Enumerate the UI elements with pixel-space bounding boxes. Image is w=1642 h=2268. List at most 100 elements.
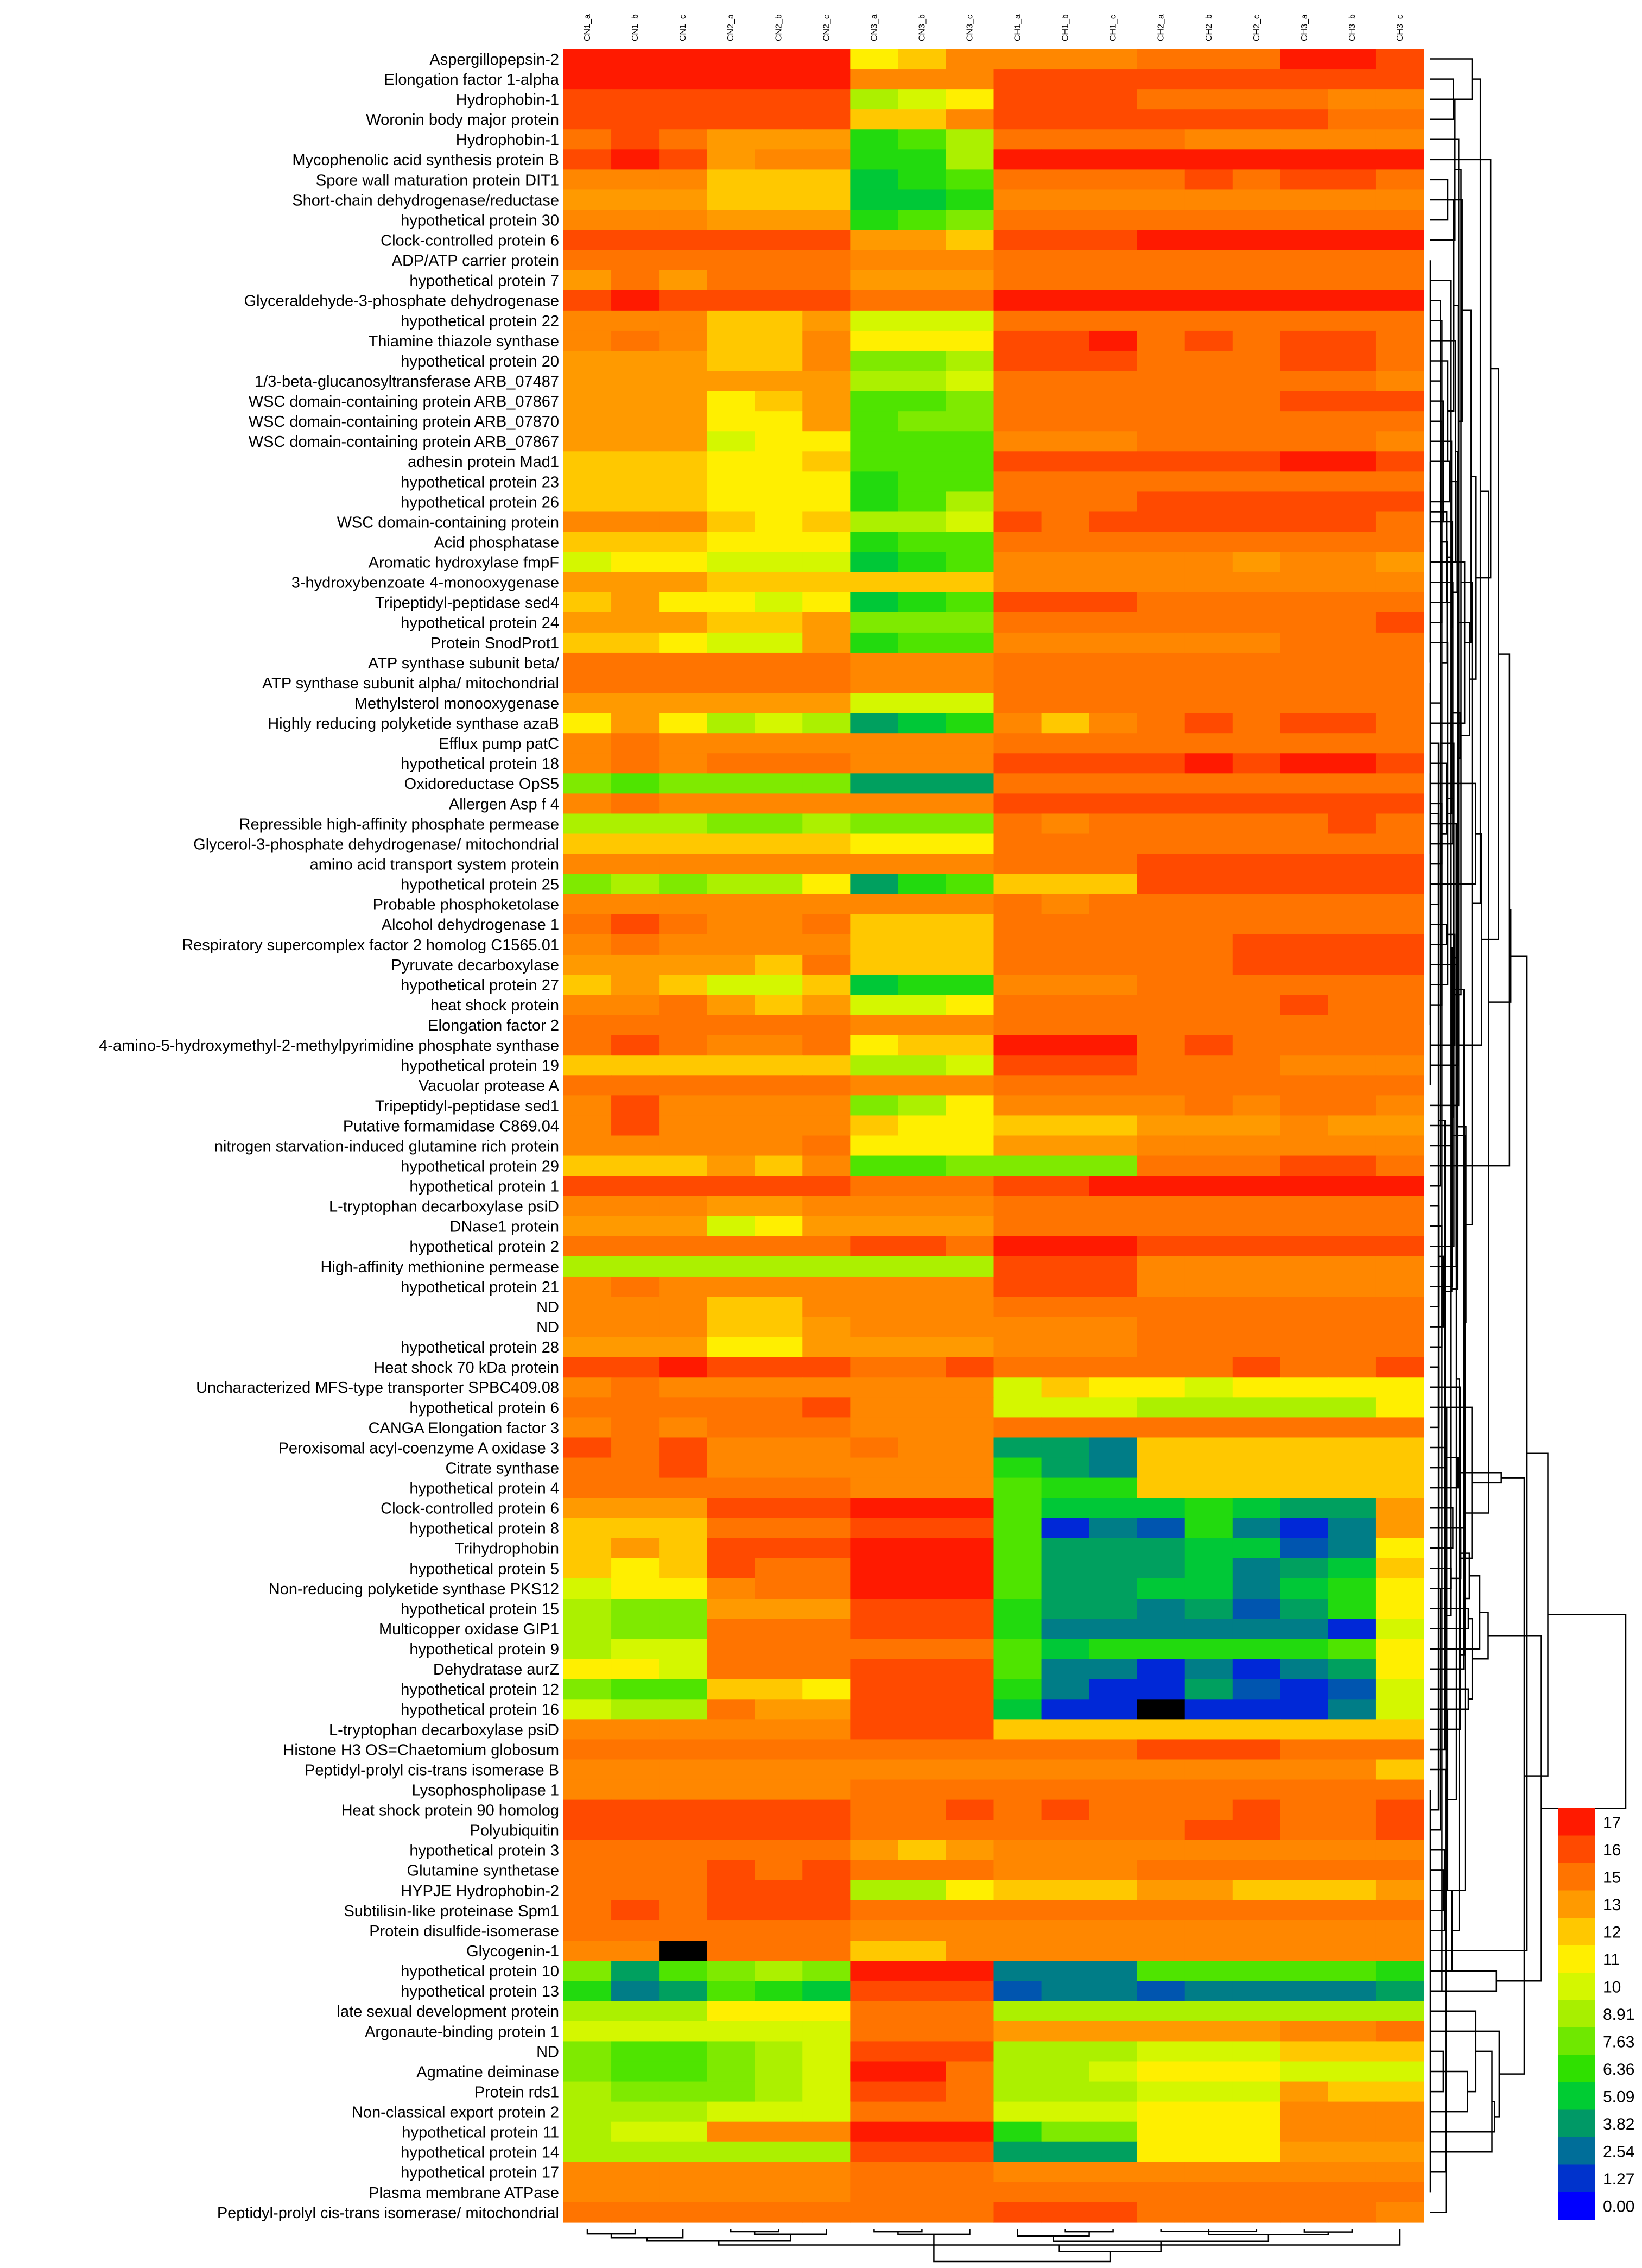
heatmap-cell <box>755 1659 803 1679</box>
heatmap-cell <box>707 2121 755 2143</box>
heatmap-cell <box>802 572 851 593</box>
heatmap-cell <box>802 1719 851 1740</box>
heatmap-cell <box>1375 793 1424 814</box>
heatmap-cell <box>611 1799 660 1821</box>
heatmap-cell <box>1232 2001 1281 2021</box>
heatmap-cell <box>755 1619 803 1639</box>
heatmap-cell <box>707 612 755 633</box>
heatmap-cell <box>993 2101 1042 2122</box>
heatmap-cell <box>802 1055 851 1076</box>
heatmap-cell <box>850 451 898 472</box>
row-label: late sexual development protein <box>337 2003 559 2020</box>
heatmap-cell <box>1328 1236 1377 1257</box>
heatmap-cell <box>802 793 851 814</box>
heatmap-cell <box>1089 532 1138 553</box>
heatmap-cell <box>611 89 660 110</box>
heatmap-cell <box>1280 1115 1329 1136</box>
heatmap-cell <box>946 1196 994 1217</box>
heatmap-cell <box>1137 1639 1185 1659</box>
heatmap-cell <box>1041 793 1090 814</box>
heatmap-cell <box>993 1236 1042 1257</box>
legend-swatch <box>1558 2055 1595 2083</box>
heatmap-cell <box>755 1719 803 1740</box>
heatmap-cell <box>1328 290 1377 311</box>
heatmap-cell <box>1328 49 1377 70</box>
heatmap-cell <box>1184 2041 1233 2062</box>
heatmap-cell <box>1328 1477 1377 1499</box>
heatmap-cell <box>707 1739 755 1760</box>
heatmap-cell <box>755 2101 803 2122</box>
heatmap-cell <box>850 2162 898 2183</box>
heatmap-cell <box>1089 793 1138 814</box>
heatmap-cell <box>755 49 803 70</box>
row-label: Lysophospholipase 1 <box>412 1781 559 1799</box>
heatmap-cell <box>707 471 755 492</box>
heatmap-cell <box>993 673 1042 693</box>
row-label: hypothetical protein 29 <box>401 1158 559 1175</box>
heatmap-cell <box>755 109 803 130</box>
heatmap-cell <box>659 431 707 452</box>
row-label: hypothetical protein 24 <box>401 615 559 632</box>
row-label: ND <box>536 1319 559 1336</box>
heatmap-cell <box>563 1276 612 1297</box>
heatmap-cell <box>755 1477 803 1499</box>
heatmap-cell <box>946 1659 994 1679</box>
heatmap-cell <box>659 934 707 955</box>
heatmap-cell <box>1137 753 1185 774</box>
heatmap-cell <box>611 1699 660 1720</box>
heatmap-cell <box>1280 1417 1329 1438</box>
heatmap-cell <box>707 1659 755 1679</box>
heatmap-cell <box>898 1659 947 1679</box>
heatmap-cell <box>1137 2081 1185 2102</box>
heatmap-cell <box>755 1639 803 1659</box>
heatmap-cell <box>898 1578 947 1599</box>
heatmap-cell <box>563 874 612 895</box>
heatmap-cell <box>563 1035 612 1056</box>
heatmap-cell <box>1328 1679 1377 1700</box>
heatmap-cell <box>563 652 612 673</box>
heatmap-cell <box>802 189 851 211</box>
heatmap-cell <box>993 1900 1042 1921</box>
heatmap-cell <box>707 511 755 533</box>
heatmap-cell <box>1137 552 1185 573</box>
heatmap-cell <box>1232 1015 1281 1035</box>
heatmap-cell <box>1184 612 1233 633</box>
heatmap-cell <box>707 532 755 553</box>
heatmap-cell <box>1232 1578 1281 1599</box>
heatmap-cell <box>611 1538 660 1559</box>
heatmap-cell <box>1184 793 1233 814</box>
heatmap-cell <box>993 1457 1042 1479</box>
heatmap-cell <box>1041 1317 1090 1337</box>
heatmap-cell <box>1280 391 1329 412</box>
heatmap-cell <box>1232 833 1281 855</box>
row-label: ADP/ATP carrier protein <box>392 252 559 270</box>
heatmap-cell <box>993 753 1042 774</box>
heatmap-cell <box>659 1357 707 1378</box>
row-label: hypothetical protein 17 <box>401 2164 559 2182</box>
heatmap-cell <box>802 1578 851 1599</box>
heatmap-cell <box>1375 1276 1424 1297</box>
heatmap-cell <box>898 1941 947 1961</box>
heatmap-cell <box>563 1317 612 1337</box>
heatmap-cell <box>1184 129 1233 150</box>
row-label: heat shock protein <box>430 997 559 1014</box>
heatmap-cell <box>1089 451 1138 472</box>
heatmap-cell <box>1089 1417 1138 1438</box>
heatmap-cell <box>993 471 1042 492</box>
row-label: Mycophenolic acid synthesis protein B <box>292 151 559 169</box>
heatmap-cell <box>611 1578 660 1599</box>
heatmap-cell <box>611 1719 660 1740</box>
heatmap-cell <box>611 2081 660 2102</box>
heatmap-cell <box>611 471 660 492</box>
heatmap-cell <box>659 612 707 633</box>
heatmap-cell <box>563 1196 612 1217</box>
heatmap-cell <box>1232 793 1281 814</box>
heatmap-cell <box>1280 914 1329 935</box>
heatmap-cell <box>1328 1337 1377 1357</box>
heatmap-cell <box>898 1377 947 1398</box>
dendrogram-branch <box>1430 511 1448 603</box>
heatmap-cell <box>898 411 947 432</box>
heatmap-cell <box>1328 1095 1377 1116</box>
heatmap-cell <box>1184 330 1233 351</box>
column-label: CH2_b <box>1204 14 1214 41</box>
